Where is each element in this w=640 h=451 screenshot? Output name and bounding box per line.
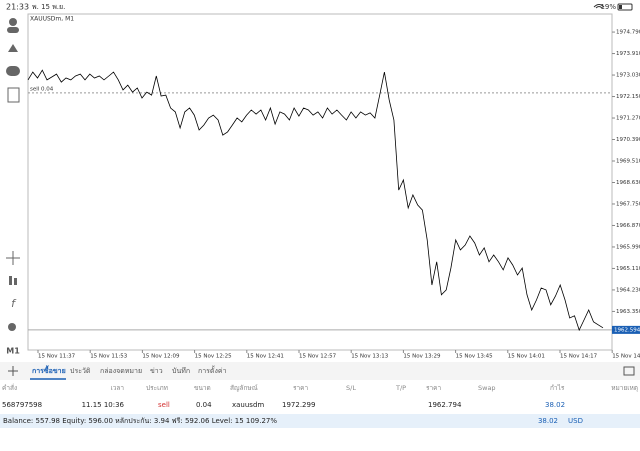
x-tick-label: 15 Nov 11:37	[38, 354, 76, 360]
x-tick-label: 15 Nov 12:09	[142, 354, 180, 360]
cell: sell	[158, 401, 170, 409]
cell: 1972.299	[282, 401, 315, 409]
tab[interactable]: การซื้อขาย	[32, 364, 66, 375]
x-tick-label: 15 Nov 12:57	[299, 354, 337, 360]
cell: 1962.794	[428, 401, 462, 409]
column-header: กำไร	[550, 384, 565, 392]
y-tick-label: 1966.870	[616, 223, 640, 229]
status-battery: 19%	[600, 3, 616, 11]
tab[interactable]: บันทึก	[172, 366, 190, 375]
column-header: ราคา	[293, 384, 308, 392]
cell: xauusdm	[232, 401, 264, 409]
new-order-icon[interactable]	[7, 87, 20, 103]
y-tick-label: 1964.230	[616, 287, 640, 293]
y-tick-label: 1971.270	[616, 116, 640, 122]
indicator-icon[interactable]: f	[11, 297, 17, 310]
x-tick-label: 15 Nov 12:25	[195, 354, 233, 360]
account-summary: Balance: 557.98 Equity: 596.00 หลักประกั…	[3, 417, 277, 425]
y-tick-label: 1963.350	[616, 309, 640, 315]
status-time: 21:33	[6, 3, 29, 12]
account-icon[interactable]	[9, 18, 17, 26]
candle-icon[interactable]	[9, 276, 12, 285]
y-tick-label: 1968.630	[616, 180, 640, 186]
price-tag	[612, 325, 640, 334]
y-tick-label: 1974.790	[616, 30, 640, 36]
battery-icon	[617, 3, 633, 11]
cell: 0.04	[196, 401, 212, 409]
objects-icon[interactable]	[8, 323, 16, 331]
x-tick-label: 15 Nov 12:41	[247, 354, 284, 360]
price-label: 1962.594	[614, 327, 640, 333]
x-tick-label: 15 Nov 13:13	[351, 354, 389, 360]
cell: 11.15 10:36	[82, 401, 125, 409]
crosshair-icon[interactable]	[6, 251, 20, 265]
tab[interactable]: การตั้งค่า	[198, 364, 227, 375]
order-label: sell 0.04	[30, 86, 54, 92]
cell: 38.02	[545, 401, 565, 409]
y-tick-label: 1965.110	[616, 266, 640, 272]
account-icon-body	[7, 27, 19, 33]
x-tick-label: 15 Nov 11:53	[90, 354, 128, 360]
currency: USD	[568, 417, 583, 425]
x-tick-label: 15 Nov 14:33	[612, 354, 640, 360]
candle-icon-2	[14, 278, 17, 285]
trade-icon[interactable]	[8, 44, 18, 52]
status-date: พ. 15 พ.ย.	[32, 3, 65, 11]
column-header: ขนาด	[194, 384, 211, 392]
y-tick-label: 1973.910	[616, 51, 640, 57]
x-tick-label: 15 Nov 13:29	[403, 354, 441, 360]
column-header: สัญลักษณ์	[230, 384, 258, 392]
column-header: S/L	[346, 384, 356, 392]
total-profit: 38.02	[538, 417, 558, 425]
timeframe[interactable]: M1	[6, 347, 20, 356]
wifi-icon	[593, 4, 605, 9]
x-tick-label: 15 Nov 14:17	[560, 354, 598, 360]
panel-icon[interactable]	[623, 366, 635, 376]
tab[interactable]: ประวัติ	[70, 367, 91, 375]
y-tick-label: 1970.390	[616, 137, 640, 143]
cell[interactable]: 568797598	[2, 401, 42, 409]
column-header: คำสั่ง	[2, 383, 17, 392]
tab-bar	[0, 362, 640, 380]
chat-icon[interactable]	[6, 66, 20, 76]
left-toolbar: f	[6, 18, 20, 331]
column-header: ราคา	[426, 384, 441, 392]
column-header: Swap	[478, 384, 496, 392]
price-line-series	[27, 69, 604, 332]
tab[interactable]: กล่องจดหมาย	[100, 367, 142, 375]
y-tick-label: 1969.510	[616, 159, 640, 165]
column-header: T/P	[395, 384, 406, 392]
summary-bar	[0, 414, 640, 428]
chart-title: XAUUSDm, M1	[30, 16, 74, 23]
y-tick-label: 1973.030	[616, 73, 640, 79]
tab[interactable]: ข่าว	[150, 367, 163, 375]
x-tick-label: 15 Nov 14:01	[508, 354, 545, 360]
battery-level	[619, 5, 622, 9]
column-header: หมายเหตุ	[611, 384, 638, 392]
add-icon[interactable]	[8, 366, 18, 376]
x-tick-label: 15 Nov 13:45	[456, 354, 494, 360]
y-tick-label: 1965.990	[616, 244, 640, 250]
column-header: เวลา	[110, 384, 124, 392]
column-header: ประเภท	[146, 384, 168, 392]
y-tick-label: 1972.150	[616, 94, 640, 100]
y-tick-label: 1967.750	[616, 201, 640, 207]
